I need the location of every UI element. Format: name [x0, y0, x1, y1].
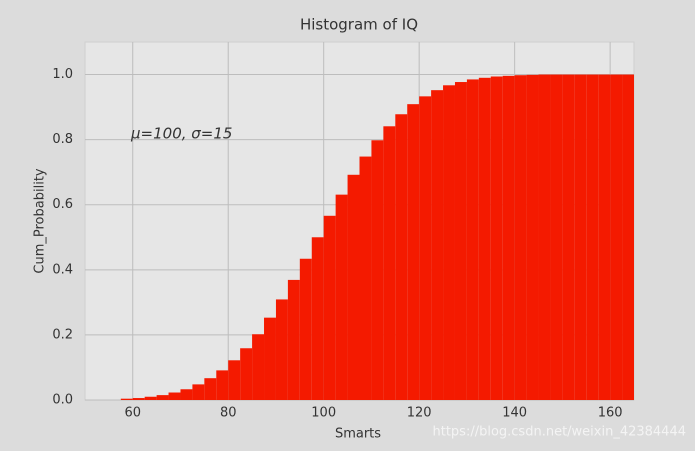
x-tick-label: 100 [311, 406, 336, 421]
x-tick-label: 120 [407, 406, 432, 421]
bar [240, 348, 253, 400]
bar [586, 74, 599, 400]
bar [550, 74, 563, 400]
bar [419, 96, 432, 401]
bar [144, 396, 157, 400]
bar [311, 237, 324, 400]
x-tick-label: 80 [220, 406, 237, 421]
bar [574, 74, 587, 400]
bar [264, 317, 276, 400]
bar [180, 389, 193, 400]
bar [502, 75, 515, 400]
bar [275, 299, 288, 400]
bar [562, 74, 575, 400]
bar [335, 194, 348, 400]
watermark: https://blog.csdn.net/weixin_42384444 [432, 425, 686, 440]
x-tick-label: 140 [502, 406, 527, 421]
bar [443, 85, 455, 400]
bar [478, 77, 491, 401]
bar [490, 76, 503, 401]
bar [538, 74, 551, 400]
y-axis-label: Cum_Probability [33, 168, 48, 274]
bar [383, 126, 396, 400]
bar [323, 215, 336, 400]
bar [407, 104, 420, 401]
bar [622, 74, 634, 400]
bar [454, 82, 467, 400]
y-tick-label: 0.2 [52, 327, 73, 342]
y-tick-label: 0.0 [52, 393, 73, 408]
bar [526, 74, 539, 400]
bar [514, 75, 527, 401]
bar [347, 174, 360, 400]
y-tick-label: 0.4 [52, 262, 73, 277]
bar [132, 398, 145, 400]
x-axis-label: Smarts [335, 427, 381, 442]
bar [287, 279, 300, 400]
bar [598, 74, 611, 400]
y-tick-label: 1.0 [52, 67, 73, 82]
bar [610, 74, 623, 400]
bar [431, 90, 444, 401]
bar [192, 384, 205, 400]
annotation: μ=100, σ=15 [130, 125, 232, 143]
bar [216, 370, 229, 400]
bar [168, 392, 181, 400]
y-tick-label: 0.8 [52, 132, 73, 147]
bar [252, 334, 265, 400]
y-tick-label: 0.6 [52, 197, 73, 212]
x-tick-label: 60 [124, 406, 141, 421]
bar [156, 395, 169, 400]
chart-title: Histogram of IQ [300, 16, 418, 34]
bar [204, 378, 217, 400]
bar [120, 398, 133, 400]
x-tick-label: 160 [598, 406, 623, 421]
bar [228, 360, 241, 400]
bar [299, 258, 312, 400]
bar [395, 114, 408, 400]
bar [371, 140, 384, 400]
bar [359, 156, 372, 400]
bar [466, 79, 479, 400]
